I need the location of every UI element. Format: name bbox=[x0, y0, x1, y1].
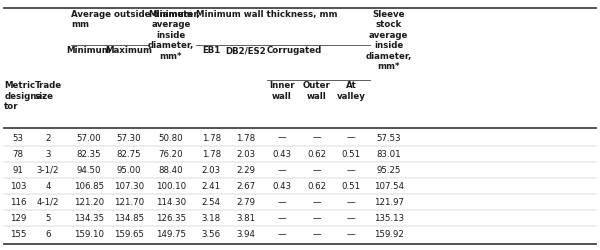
Text: —: — bbox=[313, 134, 321, 142]
Text: Corrugated: Corrugated bbox=[266, 46, 322, 55]
Text: 2.41: 2.41 bbox=[202, 182, 221, 191]
Text: Trade
size: Trade size bbox=[35, 81, 62, 101]
Text: 121.97: 121.97 bbox=[374, 198, 404, 207]
Text: At
valley: At valley bbox=[337, 81, 365, 101]
Text: 82.35: 82.35 bbox=[76, 150, 101, 158]
Text: 2.79: 2.79 bbox=[236, 198, 256, 207]
Text: 3.94: 3.94 bbox=[236, 230, 256, 239]
Text: 3.18: 3.18 bbox=[202, 214, 221, 223]
Text: 5: 5 bbox=[45, 214, 51, 223]
Text: 0.62: 0.62 bbox=[307, 182, 326, 191]
Text: —: — bbox=[313, 198, 321, 207]
Text: 3: 3 bbox=[45, 150, 51, 158]
Text: 149.75: 149.75 bbox=[156, 230, 186, 239]
Text: 3.81: 3.81 bbox=[236, 214, 256, 223]
Text: 1.78: 1.78 bbox=[236, 134, 256, 142]
Text: 2.03: 2.03 bbox=[202, 166, 221, 175]
Text: 0.51: 0.51 bbox=[341, 150, 361, 158]
Text: 103: 103 bbox=[10, 182, 26, 191]
Text: 4: 4 bbox=[45, 182, 51, 191]
Text: 76.20: 76.20 bbox=[158, 150, 184, 158]
Text: Inner
wall: Inner wall bbox=[269, 81, 295, 101]
Text: 53: 53 bbox=[13, 134, 23, 142]
Text: 135.13: 135.13 bbox=[374, 214, 404, 223]
Text: 2.54: 2.54 bbox=[202, 198, 221, 207]
Text: 100.10: 100.10 bbox=[156, 182, 186, 191]
Text: 121.20: 121.20 bbox=[74, 198, 104, 207]
Text: —: — bbox=[313, 166, 321, 175]
Text: —: — bbox=[278, 198, 286, 207]
Text: Sleeve
stock
average
inside
diameter,
mm*: Sleeve stock average inside diameter, mm… bbox=[365, 10, 412, 71]
Text: 114.30: 114.30 bbox=[156, 198, 186, 207]
Text: 0.62: 0.62 bbox=[307, 150, 326, 158]
Text: 2: 2 bbox=[45, 134, 51, 142]
Text: —: — bbox=[278, 214, 286, 223]
Text: 155: 155 bbox=[10, 230, 26, 239]
Text: —: — bbox=[347, 214, 355, 223]
Text: Metric
designa-
tor: Metric designa- tor bbox=[4, 81, 46, 111]
Text: 6: 6 bbox=[45, 230, 51, 239]
Text: 57.30: 57.30 bbox=[116, 134, 142, 142]
Text: 107.54: 107.54 bbox=[374, 182, 404, 191]
Text: 95.25: 95.25 bbox=[377, 166, 401, 175]
Text: 121.70: 121.70 bbox=[114, 198, 144, 207]
Text: 82.75: 82.75 bbox=[116, 150, 142, 158]
Text: 107.30: 107.30 bbox=[114, 182, 144, 191]
Text: 129: 129 bbox=[10, 214, 26, 223]
Text: 50.80: 50.80 bbox=[158, 134, 184, 142]
Text: 0.43: 0.43 bbox=[272, 150, 292, 158]
Text: 116: 116 bbox=[10, 198, 26, 207]
Text: 57.00: 57.00 bbox=[76, 134, 101, 142]
Text: 91: 91 bbox=[13, 166, 23, 175]
Text: Minimum: Minimum bbox=[67, 46, 111, 55]
Text: 88.40: 88.40 bbox=[158, 166, 184, 175]
Text: —: — bbox=[347, 230, 355, 239]
Text: 134.35: 134.35 bbox=[74, 214, 104, 223]
Text: 83.01: 83.01 bbox=[376, 150, 401, 158]
Text: DB2/ES2: DB2/ES2 bbox=[226, 46, 266, 55]
Text: —: — bbox=[278, 134, 286, 142]
Text: Maximum: Maximum bbox=[106, 46, 152, 55]
Text: —: — bbox=[278, 230, 286, 239]
Text: 57.53: 57.53 bbox=[376, 134, 401, 142]
Text: 95.00: 95.00 bbox=[117, 166, 141, 175]
Text: 126.35: 126.35 bbox=[156, 214, 186, 223]
Text: Average outside diameter,
mm: Average outside diameter, mm bbox=[71, 10, 200, 29]
Text: 106.85: 106.85 bbox=[74, 182, 104, 191]
Text: —: — bbox=[313, 230, 321, 239]
Text: —: — bbox=[347, 198, 355, 207]
Text: —: — bbox=[313, 214, 321, 223]
Text: 1.78: 1.78 bbox=[202, 150, 221, 158]
Text: Minimum
average
inside
diameter,
mm*: Minimum average inside diameter, mm* bbox=[148, 10, 194, 60]
Text: 159.10: 159.10 bbox=[74, 230, 104, 239]
Text: 2.29: 2.29 bbox=[236, 166, 256, 175]
Text: 159.65: 159.65 bbox=[114, 230, 144, 239]
Text: 3-1/2: 3-1/2 bbox=[37, 166, 59, 175]
Text: 94.50: 94.50 bbox=[77, 166, 101, 175]
Text: Minimum wall thickness, mm: Minimum wall thickness, mm bbox=[196, 10, 337, 19]
Text: 4-1/2: 4-1/2 bbox=[37, 198, 59, 207]
Text: 134.85: 134.85 bbox=[114, 214, 144, 223]
Text: 0.43: 0.43 bbox=[272, 182, 292, 191]
Text: 2.03: 2.03 bbox=[236, 150, 256, 158]
Text: 159.92: 159.92 bbox=[374, 230, 404, 239]
Text: —: — bbox=[347, 166, 355, 175]
Text: 2.67: 2.67 bbox=[236, 182, 256, 191]
Text: 1.78: 1.78 bbox=[202, 134, 221, 142]
Text: Outer
wall: Outer wall bbox=[303, 81, 331, 101]
Text: —: — bbox=[278, 166, 286, 175]
Text: —: — bbox=[347, 134, 355, 142]
Text: 78: 78 bbox=[13, 150, 23, 158]
Text: 3.56: 3.56 bbox=[202, 230, 221, 239]
Text: 0.51: 0.51 bbox=[341, 182, 361, 191]
Text: EB1: EB1 bbox=[202, 46, 220, 55]
